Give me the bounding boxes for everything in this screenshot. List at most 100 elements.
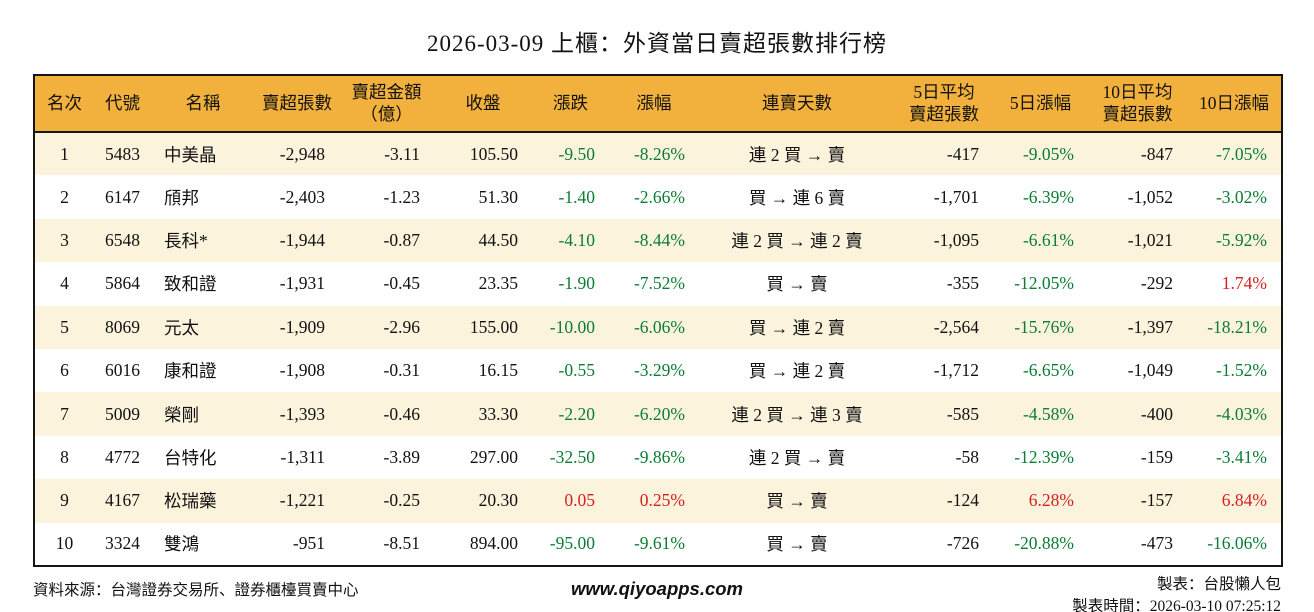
cell-code: 8069 (105, 316, 140, 337)
page-title: 2026-03-09 上櫃：外資當日賣超張數排行榜 (426, 31, 888, 56)
ranking-table: 名次 代號 名稱 賣超張數 賣超金額 （億） 收盤 漲跌 漲幅 連賣天數 5日平均 賣超張數 5日漲… (33, 74, 1283, 567)
cell-change: 0.05 (564, 490, 595, 511)
col-header-pct10: 10日漲幅 (1187, 75, 1282, 133)
cell-streak: 連 2 買 → 連 2 賣 (731, 230, 863, 251)
cell-avg10: -847 (1140, 143, 1173, 164)
cell-change: -1.90 (558, 273, 595, 294)
website-label: www.qiyoapps.com (571, 577, 744, 599)
cell-sell_amount: -1.23 (383, 186, 420, 207)
cell-change_pct: -8.26% (633, 143, 685, 164)
cell-sell_shares: -951 (292, 533, 325, 554)
cell-change: -2.20 (558, 403, 595, 424)
cell-pct5: -6.39% (1022, 186, 1074, 207)
cell-close: 51.30 (478, 186, 518, 207)
table-header: 名次 代號 名稱 賣超張數 賣超金額 （億） 收盤 漲跌 漲幅 連賣天數 5日平均 賣超張數 5日漲… (34, 75, 1282, 133)
cell-sell_shares: -1,908 (279, 360, 325, 381)
cell-avg10: -292 (1140, 273, 1173, 294)
cell-change_pct: -6.06% (633, 316, 685, 337)
cell-pct5: -9.05% (1022, 143, 1074, 164)
cell-rank: 10 (55, 533, 74, 554)
cell-close: 155.00 (469, 316, 518, 337)
cell-rank: 7 (60, 403, 69, 424)
cell-avg5: -355 (946, 273, 979, 294)
cell-sell_amount: -3.11 (384, 143, 420, 164)
cell-code: 3324 (105, 533, 140, 554)
cell-name: 頎邦 (164, 187, 199, 208)
cell-pct5: -12.05% (1014, 273, 1074, 294)
cell-code: 5864 (105, 273, 140, 294)
maker-label: 製表：台股懶人包 (1157, 575, 1282, 593)
cell-change_pct: -6.20% (633, 403, 685, 424)
cell-rank: 4 (60, 273, 69, 294)
cell-code: 6016 (105, 360, 140, 381)
cell-sell_shares: -2,948 (279, 143, 325, 164)
cell-name: 長科* (164, 230, 208, 251)
cell-change_pct: -2.66% (633, 186, 685, 207)
cell-pct5: -6.65% (1022, 360, 1074, 381)
cell-sell_amount: -0.46 (383, 403, 420, 424)
cell-change_pct: -7.52% (633, 273, 685, 294)
cell-avg5: -58 (955, 446, 979, 467)
cell-avg5: -2,564 (933, 316, 979, 337)
cell-name: 雙鴻 (164, 534, 199, 555)
cell-pct10: -3.41% (1215, 446, 1267, 467)
footer: 資料來源：台灣證券交易所、證券櫃檯買賣中心 www.qiyoapps.com 製… (33, 574, 1281, 612)
cell-avg10: -1,397 (1127, 316, 1173, 337)
cell-close: 16.15 (478, 360, 518, 381)
cell-pct5: 6.28% (1028, 490, 1074, 511)
cell-sell_amount: -2.96 (383, 316, 420, 337)
cell-pct10: -1.52% (1215, 360, 1267, 381)
col-header-rank: 名次 (34, 75, 94, 133)
cell-pct10: -5.92% (1215, 229, 1267, 250)
cell-close: 33.30 (478, 403, 518, 424)
cell-code: 4772 (105, 446, 140, 467)
cell-rank: 3 (60, 229, 69, 250)
cell-rank: 5 (60, 316, 69, 337)
cell-avg10: -1,021 (1127, 229, 1173, 250)
cell-pct10: 1.74% (1221, 273, 1267, 294)
cell-avg10: -1,052 (1127, 186, 1173, 207)
cell-change_pct: 0.25% (639, 490, 685, 511)
cell-close: 23.35 (478, 273, 518, 294)
col-header-change_pct: 漲幅 (609, 75, 699, 133)
col-header-name: 名稱 (151, 75, 255, 133)
cell-avg10: -159 (1140, 446, 1173, 467)
cell-pct10: -16.06% (1207, 533, 1267, 554)
cell-change: -10.00 (549, 316, 595, 337)
cell-close: 20.30 (478, 490, 518, 511)
cell-change: -32.50 (549, 446, 595, 467)
cell-code: 5009 (105, 403, 140, 424)
cell-streak: 連 2 買 → 賣 (748, 447, 846, 468)
col-header-streak: 連賣天數 (699, 75, 895, 133)
cell-rank: 1 (60, 143, 69, 164)
cell-streak: 連 2 買 → 連 3 賣 (731, 404, 863, 425)
cell-change_pct: -9.86% (633, 446, 685, 467)
col-header-sell_shares: 賣超張數 (255, 75, 339, 133)
cell-pct10: 6.84% (1221, 490, 1267, 511)
cell-name: 榮剛 (164, 404, 199, 425)
cell-streak: 買 → 連 6 賣 (748, 187, 846, 208)
cell-name: 松瑞藥 (164, 491, 217, 512)
cell-avg5: -1,701 (933, 186, 979, 207)
cell-streak: 買 → 連 2 賣 (748, 361, 846, 382)
cell-sell_shares: -1,311 (280, 446, 325, 467)
cell-sell_shares: -1,221 (279, 490, 325, 511)
cell-pct5: -12.39% (1014, 446, 1074, 467)
cell-streak: 買 → 賣 (766, 274, 828, 295)
table-row: 2 6147 頎邦 -2,403 -1.23 51.30 -1.40 -2.66% 買 → 連 … (34, 175, 1282, 219)
cell-change: -9.50 (558, 143, 595, 164)
credit-block: 製表：台股懶人包 製表時間：2026-03-10 07:25:12 (743, 574, 1281, 612)
table-body: 1 5483 中美晶 -2,948 -3.11 105.50 -9.50 -8.26% 連 2 … (34, 132, 1282, 566)
cell-sell_shares: -1,393 (279, 403, 325, 424)
col-header-avg10: 10日平均 賣超張數 (1088, 75, 1187, 133)
cell-streak: 買 → 連 2 賣 (748, 317, 846, 338)
cell-close: 105.50 (469, 143, 518, 164)
cell-close: 894.00 (469, 533, 518, 554)
cell-avg10: -1,049 (1127, 360, 1173, 381)
table-row: 7 5009 榮剛 -1,393 -0.46 33.30 -2.20 -6.20% 連 2 買 … (34, 392, 1282, 436)
cell-code: 6147 (105, 186, 140, 207)
col-header-close: 收盤 (434, 75, 532, 133)
col-header-pct5: 5日漲幅 (993, 75, 1088, 133)
col-header-change: 漲跌 (532, 75, 609, 133)
cell-name: 康和證 (164, 361, 217, 382)
